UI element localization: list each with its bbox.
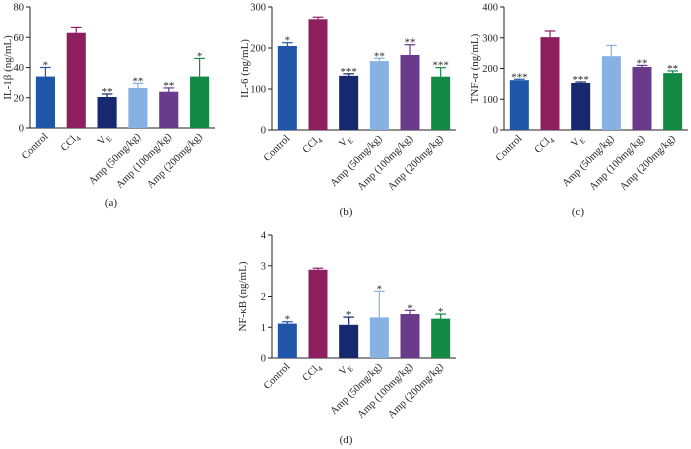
significance-marker: *** [572, 74, 589, 86]
category-label: Amp (200mg/kg) [386, 361, 446, 421]
y-tick-label: 300 [250, 3, 266, 14]
y-tick-label: 20 [14, 93, 25, 104]
bar [540, 37, 560, 131]
bar [369, 61, 389, 131]
y-tick-label: 4 [261, 231, 267, 242]
bar [400, 54, 420, 130]
y-tick-label: 0 [261, 126, 266, 137]
category-label: Control [262, 361, 293, 392]
bar [509, 80, 529, 130]
significance-marker: ** [667, 63, 678, 75]
bar [277, 45, 297, 131]
bar [663, 73, 683, 130]
category-label: Control [262, 133, 293, 164]
bar [308, 269, 328, 358]
y-tick-label: 100 [482, 95, 498, 106]
bar [632, 66, 652, 130]
significance-marker: *** [511, 71, 528, 83]
category-label: CCl4 [59, 131, 83, 155]
category-label: Amp (200mg/kg) [618, 133, 678, 193]
y-tick-label: 300 [482, 33, 498, 44]
bar [97, 96, 117, 128]
category-label: Amp (200mg/kg) [386, 133, 446, 193]
bar [308, 19, 328, 130]
bar [431, 76, 451, 130]
significance-marker: ** [102, 86, 113, 98]
bar [431, 318, 451, 358]
category-label: VE [337, 361, 355, 379]
significance-marker: * [43, 60, 49, 72]
significance-marker: ** [132, 75, 143, 87]
y-tick-label: 3 [261, 261, 266, 272]
panel-label: (c) [572, 206, 585, 218]
category-label: Control [20, 131, 51, 162]
y-tick-label: 200 [482, 64, 498, 75]
bar [190, 76, 210, 128]
bar [571, 82, 591, 130]
y-axis-label: IL-6 (ng/mL) [239, 39, 251, 98]
significance-marker: ** [163, 80, 174, 92]
y-tick-label: 60 [14, 33, 25, 44]
significance-marker: * [438, 306, 444, 318]
significance-marker: ** [374, 50, 385, 62]
y-tick-label: 200 [250, 44, 266, 55]
bar [128, 87, 148, 128]
significance-marker: * [346, 309, 352, 321]
bar [400, 314, 420, 358]
y-tick-label: 0 [493, 126, 498, 137]
significance-marker: * [285, 314, 291, 326]
bar [159, 91, 179, 128]
category-label: Amp (100mg/kg) [114, 131, 174, 191]
significance-marker: * [407, 302, 413, 314]
category-label: VE [96, 131, 114, 149]
y-tick-label: 1 [261, 323, 266, 334]
bar [369, 317, 389, 358]
significance-marker: * [197, 50, 203, 62]
y-tick-label: 2 [261, 292, 266, 303]
significance-marker: *** [340, 66, 357, 78]
category-label: CCl4 [301, 361, 325, 385]
category-label: Amp (100mg/kg) [588, 133, 648, 193]
panel-label: (a) [105, 197, 118, 209]
category-label: VE [569, 133, 587, 151]
y-tick-label: 0 [19, 124, 24, 135]
bar [601, 56, 621, 131]
bar [66, 32, 86, 128]
category-label: Amp (200mg/kg) [145, 131, 205, 191]
y-axis-label: NF-κB (ng/mL) [237, 261, 249, 331]
category-label: CCl4 [533, 133, 557, 157]
chart-panel: 0 100 200 300 400 TNF-α (ng/mL) *** Control CCl4… [469, 3, 688, 218]
y-axis-label: TNF-α (ng/mL) [469, 33, 481, 103]
bar [339, 75, 359, 130]
category-label: Control [494, 133, 525, 164]
significance-marker: *** [432, 60, 449, 72]
category-label: Amp (100mg/kg) [356, 361, 416, 421]
y-tick-label: 400 [482, 3, 498, 14]
bar [35, 76, 55, 128]
y-tick-label: 40 [14, 63, 25, 74]
category-label: Amp (100mg/kg) [356, 133, 416, 193]
significance-marker: * [285, 35, 291, 47]
y-tick-label: 0 [261, 354, 266, 365]
y-axis-label: IL-1β (ng/mL) [2, 35, 14, 100]
bar [339, 324, 359, 358]
significance-marker: ** [405, 37, 416, 49]
panel-label: (b) [340, 206, 353, 218]
significance-marker: * [377, 283, 383, 295]
significance-marker: ** [637, 57, 648, 69]
y-tick-label: 100 [250, 85, 266, 96]
y-tick-label: 80 [14, 3, 25, 14]
panel-label: (d) [340, 434, 353, 446]
category-label: VE [337, 133, 355, 151]
chart-panel: 0 100 200 300 IL-6 (ng/mL) * Control CCl4 *** VE *… [239, 3, 456, 218]
bar [277, 323, 297, 358]
category-label: CCl4 [301, 133, 325, 157]
